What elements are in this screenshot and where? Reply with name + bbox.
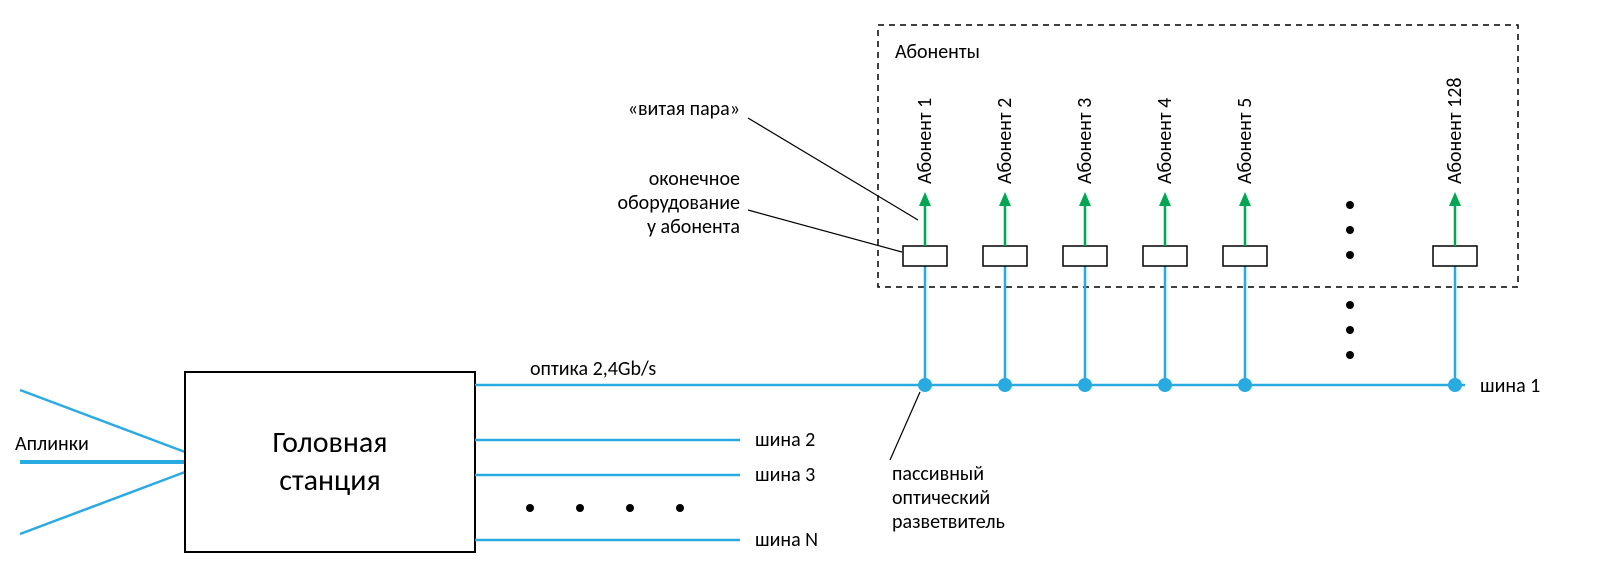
bus-ellipsis-dot	[626, 504, 634, 512]
uplinks-group: Аплинки	[15, 390, 185, 534]
twisted-pair-arrowhead	[1239, 192, 1251, 206]
splitter-junction	[1078, 378, 1092, 392]
annotation-leader	[748, 210, 902, 252]
cpe-box	[1143, 246, 1187, 266]
splitter-junction	[1448, 378, 1462, 392]
bus-ellipsis-dot	[576, 504, 584, 512]
cpe-box	[1433, 246, 1477, 266]
annotation-leader	[748, 118, 918, 220]
subscriber-label: Абонент 2	[993, 98, 1017, 184]
subscriber-label: Абонент 5	[1233, 98, 1257, 184]
headend-label-2: станция	[279, 462, 380, 499]
splitter-junction	[1158, 378, 1172, 392]
annotation-splitter-3: разветвитель	[892, 510, 1005, 534]
annotation-splitter-1: пассивный	[892, 462, 984, 486]
uplinks-label: Аплинки	[15, 432, 89, 456]
uplink-line	[20, 472, 185, 534]
subscriber-label: Абонент 3	[1073, 98, 1097, 184]
twisted-pair-arrowhead	[1449, 192, 1461, 206]
annotation-twisted-pair: «витая пара»	[628, 97, 740, 121]
bus-label: шина N	[755, 528, 818, 552]
bus-ellipsis-dot	[676, 504, 684, 512]
twisted-pair-arrowhead	[999, 192, 1011, 206]
splitter-junction	[998, 378, 1012, 392]
annotation-leader	[890, 392, 920, 460]
bus-ellipsis-dot	[526, 504, 534, 512]
bus-main-end-label: шина 1	[1480, 374, 1540, 398]
bus-label: шина 2	[755, 428, 815, 452]
subscriber-ellipsis-dot	[1346, 326, 1354, 334]
cpe-box	[983, 246, 1027, 266]
subscriber-label: Абонент 1	[913, 98, 937, 184]
subscriber-label: Абонент 128	[1443, 77, 1467, 184]
bus-main-label: оптика 2,4Gb/s	[530, 357, 656, 381]
bus-label: шина 3	[755, 463, 815, 487]
cpe-box	[1063, 246, 1107, 266]
annotation-splitter-2: оптический	[892, 486, 990, 510]
subscriber-ellipsis-dot	[1346, 201, 1354, 209]
cpe-box	[1223, 246, 1267, 266]
splitter-junction	[918, 378, 932, 392]
annotation-cpe-2: оборудование	[617, 191, 740, 215]
subscriber-ellipsis-dot	[1346, 301, 1354, 309]
splitter-junction	[1238, 378, 1252, 392]
pon-diagram: Аплинки Головнаястанция оптика 2,4Gb/s шина…	[0, 0, 1602, 588]
twisted-pair-arrowhead	[919, 192, 931, 206]
subscriber-label: Абонент 4	[1153, 98, 1177, 184]
subscribers-box	[878, 25, 1518, 287]
cpe-box	[903, 246, 947, 266]
twisted-pair-arrowhead	[1079, 192, 1091, 206]
subscriber-ellipsis-dot	[1346, 251, 1354, 259]
subscriber-ellipsis-dot	[1346, 226, 1354, 234]
subscriber-ellipsis-dot	[1346, 351, 1354, 359]
subscribers-title: Абоненты	[895, 40, 980, 64]
annotation-cpe-1: оконечное	[649, 167, 740, 191]
annotation-cpe-3: у абонента	[647, 215, 740, 239]
headend-label-1: Головная	[272, 424, 387, 461]
twisted-pair-arrowhead	[1159, 192, 1171, 206]
